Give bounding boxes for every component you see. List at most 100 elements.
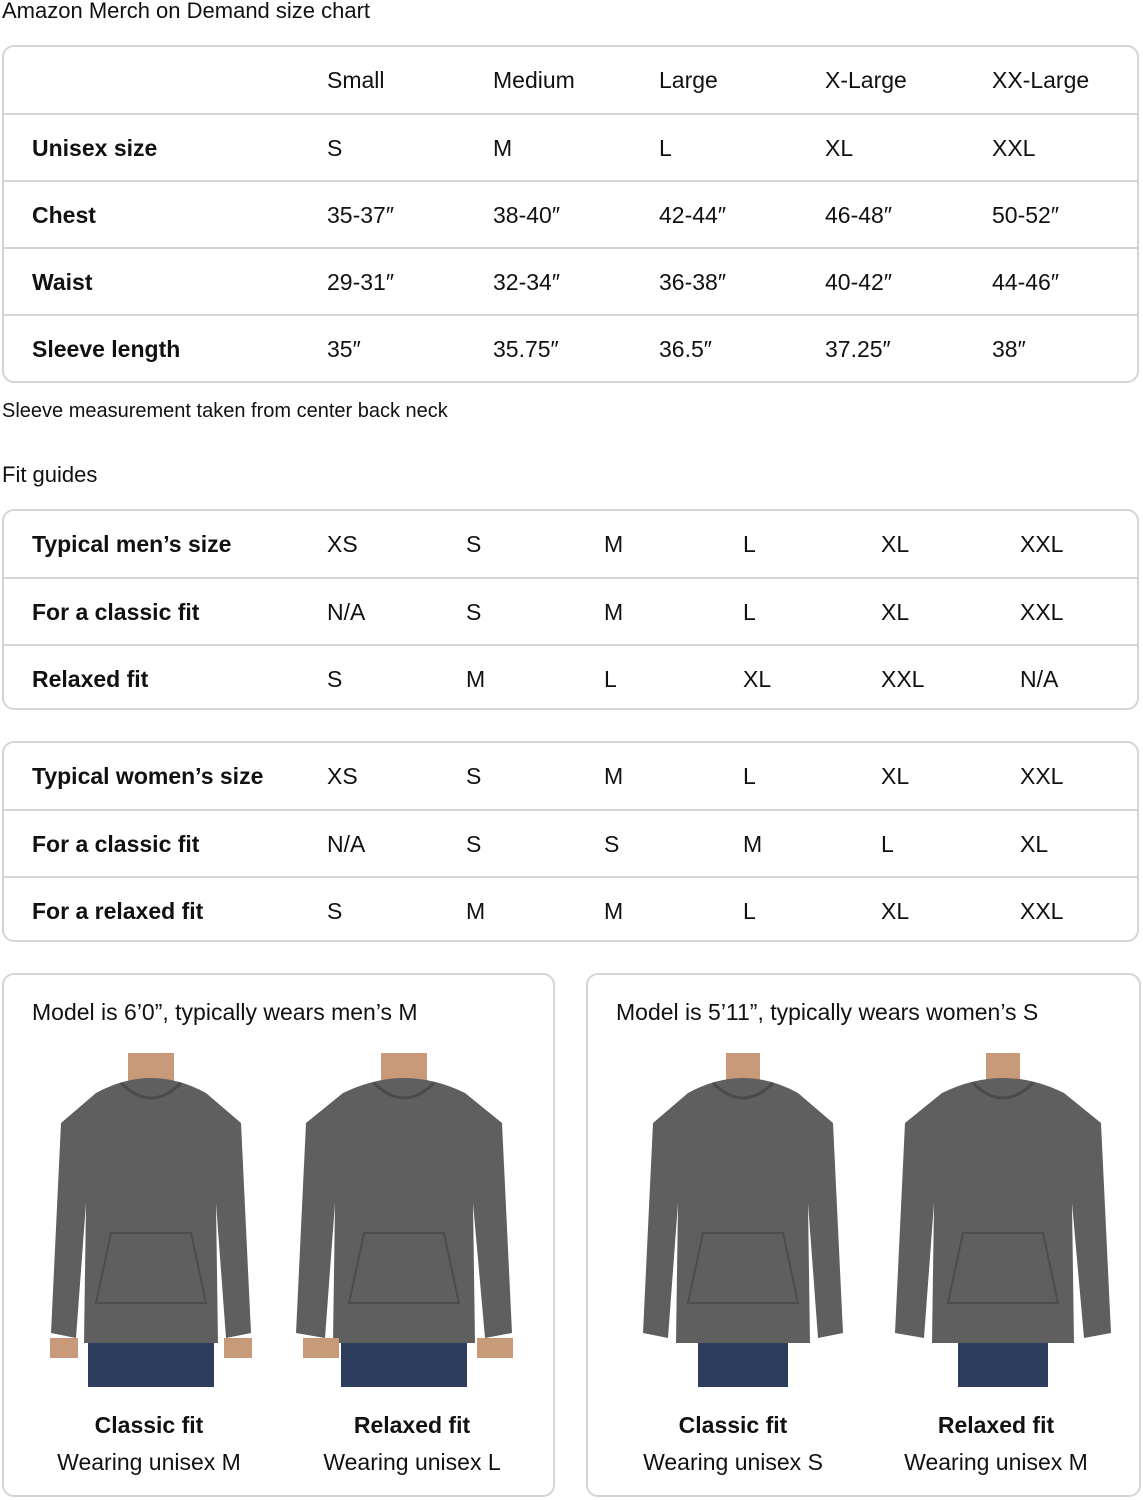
fit-label: Classic fit [94,1412,204,1438]
table-cell: S [604,831,620,857]
table-cell: 36-38″ [659,269,726,295]
table-cell: L [659,135,672,161]
table-row: Unisex size S M L XL XXL [4,113,1137,180]
table-cell: L [743,599,756,625]
table-cell: M [604,531,624,557]
table-cell: S [466,599,482,625]
table-cell: M [466,666,486,692]
table-cell: XL [881,531,910,557]
row-label: Waist [32,269,93,295]
model-photo [888,1053,1118,1387]
table-cell: XXL [1020,763,1064,789]
table-cell: XXL [1020,531,1064,557]
table-cell: N/A [327,599,366,625]
table-row: For a classic fit N/A S M L XL XXL [4,577,1137,644]
table-cell: N/A [1020,666,1059,692]
table-row: Waist 29-31″ 32-34″ 36-38″ 40-42″ 44-46″ [4,247,1137,314]
column-header: X-Large [825,67,907,93]
table-cell: 32-34″ [493,269,560,295]
table-row: Relaxed fit S M L XL XXL N/A [4,644,1137,708]
table-cell: 42-44″ [659,202,726,228]
model-photo [628,1053,858,1387]
photo-caption: Relaxed fit Wearing unisex L [282,1407,542,1481]
photo-caption: Relaxed fit Wearing unisex M [866,1407,1126,1481]
chart-title: Amazon Merch on Demand size chart [2,0,371,23]
table-cell: L [743,531,756,557]
womens-model-card: Model is 5’11”, typically wears women’s … [586,973,1141,1497]
size-chart-table: Small Medium Large X-Large XX-Large Unisex si… [2,45,1139,383]
table-cell: XL [743,666,772,692]
table-row: Typical women’s size XS S M L XL XXL [4,743,1137,809]
mens-model-card: Model is 6’0”, typically wears men’s M C… [2,973,555,1497]
wearing-label: Wearing unisex L [323,1449,501,1475]
table-cell: 35″ [327,336,361,362]
table-cell: 35.75″ [493,336,559,362]
column-header: XX-Large [992,67,1090,93]
column-header: Medium [493,67,575,93]
table-cell: 44-46″ [992,269,1059,295]
row-label: Typical men’s size [32,531,232,557]
row-label: For a relaxed fit [32,898,204,924]
row-label: For a classic fit [32,831,200,857]
table-cell: L [604,666,617,692]
table-row: For a relaxed fit S M M L XL XXL [4,876,1137,940]
table-cell: N/A [327,831,366,857]
table-cell: S [327,666,343,692]
table-cell: XXL [881,666,925,692]
fit-label: Relaxed fit [353,1412,471,1438]
photo-caption: Classic fit Wearing unisex M [19,1407,279,1481]
column-header: Small [327,67,385,93]
table-cell: M [604,599,624,625]
table-cell: L [881,831,894,857]
table-cell: XL [881,599,910,625]
table-cell: 37.25″ [825,336,891,362]
table-cell: L [743,763,756,789]
womens-fit-table: Typical women’s size XS S M L XL XXL For a clas… [2,741,1139,942]
table-cell: XS [327,763,358,789]
table-cell: XL [1020,831,1049,857]
table-cell: S [466,531,482,557]
row-label: Chest [32,202,96,228]
table-cell: 35-37″ [327,202,394,228]
row-label: Relaxed fit [32,666,149,692]
model-description: Model is 5’11”, typically wears women’s … [616,999,1039,1025]
table-cell: S [466,763,482,789]
row-label: For a classic fit [32,599,200,625]
row-label: Sleeve length [32,336,181,362]
table-row: Chest 35-37″ 38-40″ 42-44″ 46-48″ 50-52″ [4,180,1137,247]
table-header-row: Small Medium Large X-Large XX-Large [4,47,1137,113]
table-cell: XXL [992,135,1036,161]
table-cell: M [604,898,624,924]
table-cell: 40-42″ [825,269,892,295]
table-cell: 46-48″ [825,202,892,228]
model-description: Model is 6’0”, typically wears men’s M [32,999,418,1025]
fit-label: Relaxed fit [937,1412,1055,1438]
row-label: Typical women’s size [32,763,264,789]
fit-guides-title: Fit guides [2,462,98,487]
table-cell: XL [881,898,910,924]
table-row: For a classic fit N/A S S M L XL [4,809,1137,876]
model-photo [289,1053,519,1387]
table-cell: M [493,135,513,161]
table-cell: 38″ [992,336,1026,362]
table-cell: XL [825,135,854,161]
wearing-label: Wearing unisex M [57,1449,241,1475]
photo-caption: Classic fit Wearing unisex S [603,1407,863,1481]
table-cell: 50-52″ [992,202,1059,228]
table-cell: M [466,898,486,924]
table-cell: XS [327,531,358,557]
table-cell: S [327,898,343,924]
table-cell: M [604,763,624,789]
fit-label: Classic fit [678,1412,788,1438]
table-row: Typical men’s size XS S M L XL XXL [4,511,1137,577]
table-cell: S [466,831,482,857]
table-cell: XXL [1020,898,1064,924]
wearing-label: Wearing unisex M [904,1449,1088,1475]
sleeve-note: Sleeve measurement taken from center bac… [2,400,448,422]
table-cell: M [743,831,763,857]
table-cell: 29-31″ [327,269,394,295]
table-cell: 38-40″ [493,202,560,228]
table-cell: S [327,135,343,161]
table-cell: 36.5″ [659,336,712,362]
mens-fit-table: Typical men’s size XS S M L XL XXL For a classi… [2,509,1139,710]
